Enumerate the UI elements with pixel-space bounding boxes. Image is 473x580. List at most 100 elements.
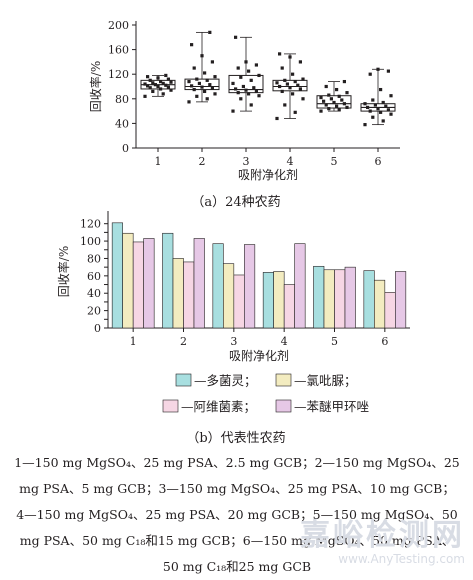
box-data-point [342, 79, 346, 84]
y-tick-label: 40 [115, 117, 129, 130]
box-data-point [371, 98, 375, 102]
bar [313, 265, 325, 329]
y-tick-label: 120 [108, 68, 129, 81]
box-data-point [371, 115, 375, 119]
bar [273, 271, 285, 329]
box-data-point [244, 60, 248, 64]
box-data-point [376, 67, 380, 71]
box-data-point [296, 83, 300, 87]
figure-notes: 1—150 mg MgSO₄、25 mg PSA、2.5 mg GCB；2—15… [6, 450, 468, 580]
legend-label: —多菌灵； [194, 373, 257, 388]
box-data-point [332, 100, 336, 105]
box-data-point [239, 75, 243, 79]
box-data-point [283, 78, 287, 82]
box-data-point [190, 84, 194, 88]
box-data-point [187, 79, 191, 84]
x-axis-title: 吸附净化剂 [229, 348, 289, 363]
y-axis-title: 回收率/% [88, 61, 103, 112]
box-data-point [288, 86, 292, 90]
box-data-point [161, 81, 165, 86]
box-data-point [213, 92, 217, 96]
x-tick-label: 2 [180, 335, 187, 348]
box-data-point [231, 81, 235, 86]
legend-label: —氯吡脲； [294, 373, 357, 388]
box-data-point [366, 105, 370, 110]
box-data-point [164, 83, 168, 87]
bar [384, 292, 396, 329]
bar [374, 279, 386, 329]
box-data-point [283, 103, 287, 107]
bar [344, 266, 356, 329]
box-data-point [239, 97, 243, 101]
box-data-point [301, 97, 305, 101]
box-data-point [291, 72, 295, 76]
box-data-point [231, 109, 235, 113]
note-line-3: 4—150 mg MgSO₄、25 mg PSA、20 mg GCB；5—150… [16, 507, 458, 522]
box-data-point [247, 69, 251, 73]
box-data-point [386, 108, 390, 112]
box-data-point [291, 92, 295, 96]
box-data-point [205, 78, 209, 82]
box-data-point [148, 86, 152, 90]
y-tick-label: 160 [108, 44, 129, 57]
box-data-point [335, 87, 339, 92]
box-data-point [143, 94, 147, 98]
box-data-point [335, 104, 339, 108]
y-tick-label: 60 [87, 270, 101, 283]
box-data-point [293, 79, 297, 84]
box-data-point [298, 87, 302, 91]
box-data-point [379, 110, 383, 114]
box-data-point [368, 72, 372, 76]
box-data-point [322, 99, 326, 103]
box-data-point [327, 107, 331, 111]
box-data-point [285, 82, 289, 86]
box-data-point [197, 81, 201, 86]
boxplot-chart: 0 40 80 120 160 200 1 2 3 4 5 6 回收率/% 吸附净化剂 [88, 19, 400, 182]
bar-chart: 0 20 40 60 80 100 120 1 2 3 4 5 6 回收率/% 吸附净化剂 [56, 211, 410, 363]
box-data-point [159, 87, 163, 91]
box-data-point [324, 103, 328, 107]
box-data-point [293, 110, 297, 114]
box-data-point [205, 97, 209, 101]
y-tick-label: 100 [80, 235, 101, 248]
box-data-point [148, 78, 152, 82]
box-data-point [208, 83, 212, 87]
box-data-point [203, 89, 207, 94]
box-data-point [257, 94, 261, 98]
x-tick-label: 1 [155, 155, 162, 168]
bar [212, 243, 224, 329]
y-tick-label: 80 [115, 93, 129, 106]
box-data-point [252, 86, 256, 90]
y-tick-label: 0 [122, 142, 129, 155]
box-data-point [208, 30, 212, 34]
box-data-point [389, 112, 393, 116]
x-tick-label: 3 [230, 335, 237, 348]
box-data-point [327, 93, 331, 97]
box-data-point [337, 94, 341, 98]
box-data-point [244, 88, 248, 92]
box-data-point [190, 43, 194, 47]
box-data-point [200, 54, 204, 58]
box-data-point [241, 84, 245, 89]
box-data-point [298, 60, 302, 64]
box-data-point [301, 77, 305, 81]
box-data-point [379, 87, 383, 92]
x-tick-label: 6 [381, 335, 388, 348]
y-tick-label: 120 [80, 218, 101, 231]
box-data-point [368, 109, 372, 113]
box-data-point [213, 75, 217, 79]
box-data-point [249, 103, 253, 107]
box-iqr [272, 79, 308, 92]
box-data-point [164, 73, 168, 78]
bar [334, 269, 346, 329]
x-tick-label: 5 [331, 155, 338, 168]
note-line-1: 1—150 mg MgSO₄、25 mg PSA、2.5 mg GCB；2—15… [14, 455, 460, 470]
bar [183, 261, 195, 329]
box-data-point [381, 100, 385, 105]
x-tick-label: 1 [130, 335, 137, 348]
box-data-point [280, 89, 284, 94]
box-data-point [210, 60, 214, 64]
legend-swatch [175, 373, 192, 387]
box-data-point [166, 85, 170, 89]
box-data-point [151, 81, 155, 85]
